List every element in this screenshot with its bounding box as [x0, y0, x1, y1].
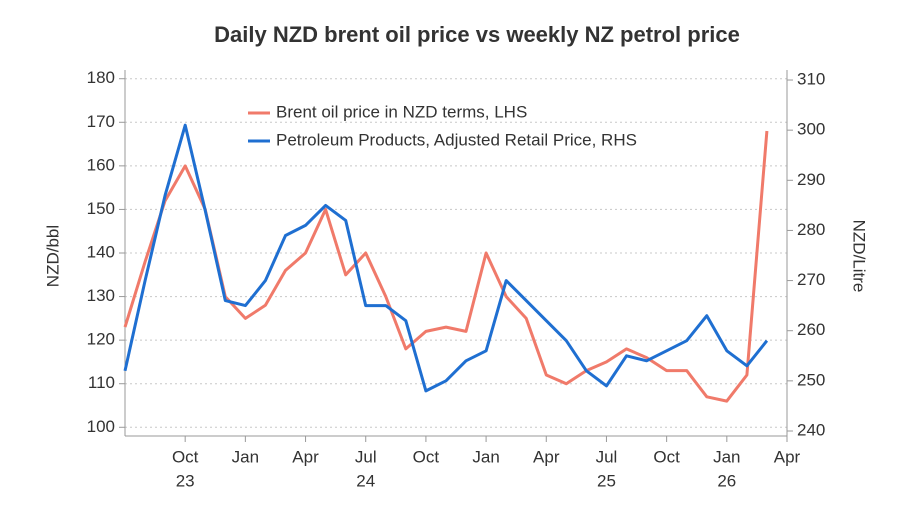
y-tick-label: 160: [87, 155, 115, 174]
y-tick-label: 110: [88, 373, 115, 392]
y-tick-label: 170: [87, 112, 115, 131]
legend-label: Petroleum Products, Adjusted Retail Pric…: [276, 130, 637, 149]
x-tick-label: Jan: [232, 447, 259, 466]
y-tick-label: 130: [87, 286, 115, 305]
x-tick-label: Jan: [713, 447, 740, 466]
y2-tick-label: 290: [797, 170, 825, 189]
x-tick-label: Apr: [774, 447, 801, 466]
x-tick-label: Oct: [172, 447, 199, 466]
legend-label: Brent oil price in NZD terms, LHS: [276, 102, 527, 121]
y2-tick-label: 300: [797, 120, 825, 139]
y-tick-label: 150: [87, 199, 115, 218]
x-year-label: 24: [356, 471, 375, 490]
y-tick-label: 140: [87, 242, 115, 261]
y2-tick-label: 280: [797, 220, 825, 239]
series-line: [123, 130, 769, 403]
y2-tick-label: 260: [797, 320, 825, 339]
x-tick-label: Jul: [596, 447, 618, 466]
y2-tick-label: 240: [797, 420, 825, 439]
x-year-label: 25: [597, 471, 616, 490]
y2-tick-label: 250: [797, 370, 825, 389]
x-tick-label: Jan: [472, 447, 499, 466]
series-line: [123, 123, 769, 393]
y2-axis-label: NZD/Litre: [850, 220, 869, 293]
y-tick-label: 180: [87, 68, 115, 87]
x-year-label: 26: [717, 471, 736, 490]
x-tick-label: Apr: [533, 447, 560, 466]
x-tick-label: Oct: [413, 447, 440, 466]
y-tick-label: 120: [87, 330, 115, 349]
y2-tick-label: 270: [797, 270, 825, 289]
chart-title: Daily NZD brent oil price vs weekly NZ p…: [214, 22, 740, 47]
y-axis-label: NZD/bbl: [43, 225, 62, 287]
x-tick-label: Apr: [292, 447, 319, 466]
x-tick-label: Oct: [653, 447, 680, 466]
y2-tick-label: 310: [797, 70, 825, 89]
x-year-label: 23: [176, 471, 195, 490]
y-tick-label: 100: [87, 417, 115, 436]
x-tick-label: Jul: [355, 447, 377, 466]
